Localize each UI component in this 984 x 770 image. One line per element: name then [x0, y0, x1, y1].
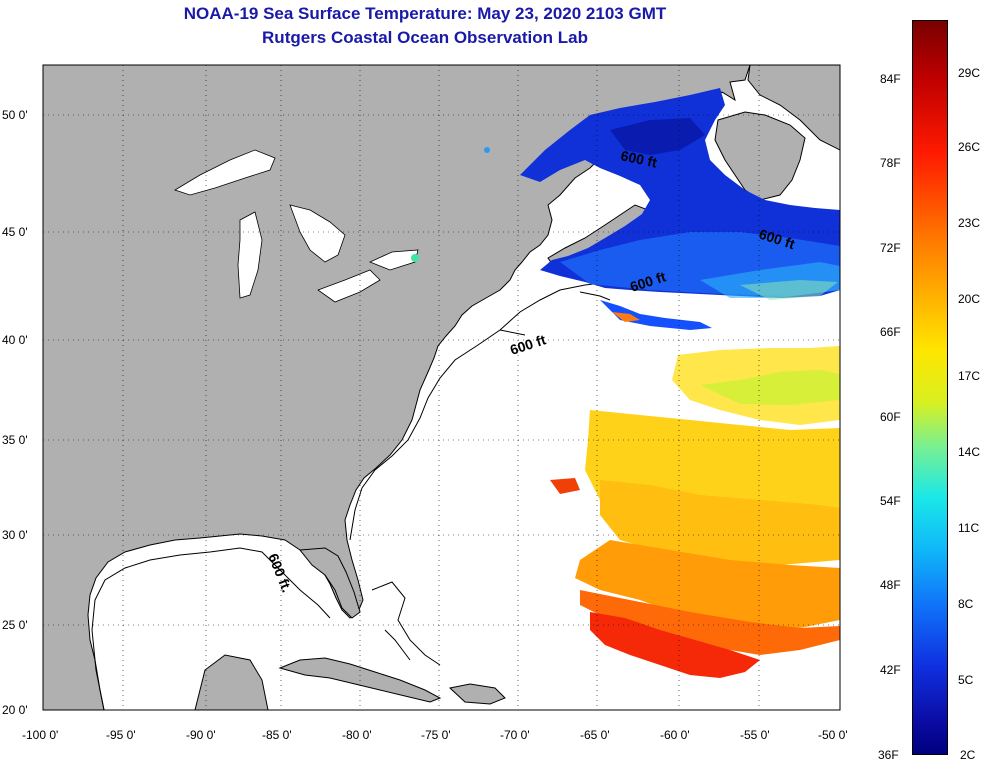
lon-tick-label: -90 0' — [186, 728, 216, 742]
isobath-600ft — [91, 261, 840, 710]
lat-tick-label: 25 0' — [2, 618, 28, 632]
land-florida — [299, 547, 361, 619]
colorbar-f-label: 84F — [880, 72, 901, 86]
colorbar-f-label: 36F — [878, 748, 899, 762]
colorbar-f-label: 66F — [880, 325, 901, 339]
land-labrador — [747, 65, 840, 151]
colorbar-f-label: 42F — [880, 663, 901, 677]
colorbar-c-label: 11C — [958, 521, 980, 535]
map-frame — [42, 64, 841, 711]
lon-tick-label: -100 0' — [22, 728, 59, 742]
colorbar-c-label: 26C — [958, 140, 981, 154]
lat-tick-label: 30 0' — [2, 528, 28, 542]
great-lakes — [174, 149, 419, 303]
map-subtitle: Rutgers Coastal Ocean Observation Lab — [262, 28, 588, 47]
lat-tick-label: 20 0' — [2, 703, 28, 717]
colorbar-f-label: 60F — [880, 410, 901, 424]
colorbar-c-label: 20C — [958, 292, 981, 306]
temperature-colorbar — [912, 20, 948, 755]
lon-tick-label: -85 0' — [262, 728, 292, 742]
lon-tick-label: -50 0' — [818, 728, 848, 742]
lon-tick-label: -65 0' — [580, 728, 610, 742]
colorbar-c-label: 5C — [958, 673, 974, 687]
lon-tick-label: -55 0' — [740, 728, 770, 742]
lat-tick-label: 50 0' — [2, 108, 28, 122]
land-newfoundland — [714, 111, 806, 201]
colorbar-c-label: 2C — [960, 748, 976, 762]
colorbar-f-label: 54F — [880, 494, 901, 508]
land-bahamas — [371, 581, 441, 666]
lat-tick-label: 40 0' — [2, 333, 28, 347]
lon-tick-label: -75 0' — [421, 728, 451, 742]
sst-cold-region — [484, 88, 840, 330]
lat-tick-label: 35 0' — [2, 433, 28, 447]
colorbar-c-label: 23C — [958, 216, 981, 230]
sst-warm-region — [550, 346, 840, 678]
contour-label: 600 ft — [619, 147, 658, 170]
colorbar-c-label: 29C — [958, 66, 981, 80]
map-title: NOAA-19 Sea Surface Temperature: May 23,… — [183, 4, 667, 23]
lon-tick-label: -70 0' — [500, 728, 530, 742]
colorbar-f-label: 48F — [880, 578, 901, 592]
colorbar-c-label: 14C — [958, 445, 981, 459]
colorbar-c-label: 8C — [958, 597, 974, 611]
lon-tick-label: -80 0' — [342, 728, 372, 742]
land-yucatan — [194, 654, 269, 710]
colorbar-c-label: 17C — [958, 369, 981, 383]
colorbar-f-label: 72F — [880, 241, 901, 255]
lat-tick-label: 45 0' — [2, 225, 28, 239]
land-hispaniola — [448, 683, 506, 705]
lon-tick-label: -95 0' — [106, 728, 136, 742]
lon-tick-label: -60 0' — [660, 728, 690, 742]
colorbar-f-label: 78F — [880, 156, 901, 170]
